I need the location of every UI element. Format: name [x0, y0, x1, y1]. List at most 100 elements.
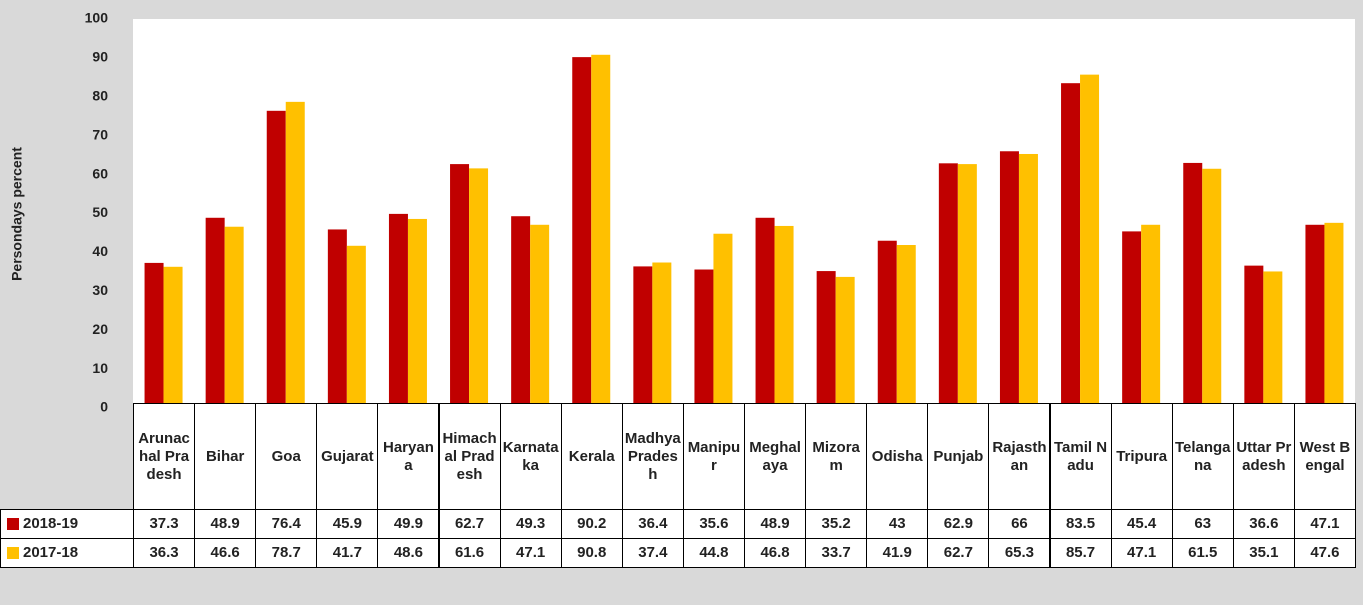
y-tick-label: 70	[92, 126, 108, 142]
bar	[469, 168, 489, 408]
legend-entry: 2017-18	[0, 538, 134, 568]
data-table-value: 45.4	[1110, 509, 1173, 539]
bar	[450, 164, 470, 408]
data-table-value: 44.8	[682, 538, 745, 568]
data-table-value: 61.5	[1171, 538, 1234, 568]
data-table-value: 46.8	[744, 538, 807, 568]
y-tick-label: 50	[92, 204, 108, 220]
data-table-value: 47.6	[1293, 538, 1356, 568]
legend-entry: 2018-19	[0, 509, 134, 539]
data-table-value: 76.4	[255, 509, 318, 539]
data-table-value: 63	[1171, 509, 1234, 539]
bar	[1018, 153, 1038, 408]
y-tick-label: 20	[92, 321, 108, 337]
bar	[1061, 83, 1081, 408]
data-table-value: 43	[866, 509, 929, 539]
x-tick-label: Karnataka	[499, 403, 562, 510]
bar	[755, 217, 775, 408]
bar	[633, 266, 653, 408]
y-tick-label: 10	[92, 360, 108, 376]
bar	[835, 276, 855, 408]
x-tick-label: Telangana	[1171, 403, 1234, 510]
data-table-value: 45.9	[316, 509, 379, 539]
data-table-value: 36.4	[621, 509, 684, 539]
legend-label: 2018-19	[23, 515, 79, 532]
data-table-value: 35.6	[682, 509, 745, 539]
data-table-value: 47.1	[1293, 509, 1356, 539]
x-tick-label: Tamil Nadu	[1049, 403, 1112, 510]
bar	[938, 163, 958, 408]
x-tick-label: Bihar	[194, 403, 257, 510]
y-tick-label: 90	[92, 49, 108, 65]
bar	[957, 164, 977, 408]
x-tick-label: Tripura	[1110, 403, 1173, 510]
bar	[652, 262, 672, 408]
data-table-value: 41.7	[316, 538, 379, 568]
x-tick-label: Haryana	[377, 403, 440, 510]
data-table-value: 48.9	[194, 509, 257, 539]
data-table-value: 36.3	[133, 538, 196, 568]
bar	[896, 245, 916, 408]
bar	[511, 216, 531, 408]
x-tick-label: Kerala	[560, 403, 623, 510]
data-table-value: 49.3	[499, 509, 562, 539]
data-table-value: 48.6	[377, 538, 440, 568]
bar	[1305, 224, 1325, 408]
bar	[774, 225, 794, 408]
bar	[1122, 231, 1142, 408]
data-table-value: 78.7	[255, 538, 318, 568]
bar	[144, 262, 164, 408]
data-table-value: 83.5	[1049, 509, 1112, 539]
x-tick-label: Manipur	[682, 403, 745, 510]
legend-swatch	[7, 547, 19, 559]
bar	[163, 266, 183, 408]
data-table-value: 90.8	[560, 538, 623, 568]
data-table-value: 35.1	[1232, 538, 1295, 568]
plot-area	[133, 19, 1355, 408]
bar	[1141, 224, 1161, 408]
data-table-value: 37.3	[133, 509, 196, 539]
bar	[1202, 168, 1222, 408]
y-tick-label: 80	[92, 88, 108, 104]
data-table-value: 35.2	[805, 509, 868, 539]
bar	[285, 101, 305, 409]
bar	[407, 218, 427, 408]
bar	[1244, 265, 1264, 408]
x-tick-label: Himachal Pradesh	[438, 403, 501, 510]
bar	[877, 240, 897, 408]
x-tick-label: Goa	[255, 403, 318, 510]
y-tick-label: 0	[100, 399, 108, 415]
data-table-value: 65.3	[988, 538, 1051, 568]
x-tick-label: Madhya Pradesh	[621, 403, 684, 510]
data-table-value: 41.9	[866, 538, 929, 568]
x-tick-label: Rajasthan	[988, 403, 1051, 510]
bar	[530, 224, 550, 408]
y-tick-label: 100	[85, 10, 109, 26]
bar	[205, 217, 225, 408]
x-tick-label: West Bengal	[1293, 403, 1356, 510]
y-tick-label: 60	[92, 165, 108, 181]
data-table-value: 90.2	[560, 509, 623, 539]
bar	[572, 57, 592, 408]
data-table-value: 62.7	[927, 538, 990, 568]
x-tick-label: Mizoram	[805, 403, 868, 510]
bar	[224, 226, 244, 408]
data-table-value: 62.9	[927, 509, 990, 539]
data-table-value: 46.6	[194, 538, 257, 568]
bar	[266, 110, 286, 408]
data-table-value: 33.7	[805, 538, 868, 568]
data-table-value: 62.7	[438, 509, 501, 539]
bar	[1324, 222, 1344, 408]
data-table-value: 66	[988, 509, 1051, 539]
y-axis-title: Persondays percent	[9, 147, 25, 281]
bar	[327, 229, 347, 408]
bar	[388, 213, 408, 408]
data-table-value: 37.4	[621, 538, 684, 568]
bar	[1183, 162, 1203, 408]
data-table-value: 36.6	[1232, 509, 1295, 539]
legend-label: 2017-18	[23, 544, 79, 561]
y-tick-label: 30	[92, 282, 108, 298]
bar	[713, 233, 733, 408]
bar	[999, 151, 1019, 408]
